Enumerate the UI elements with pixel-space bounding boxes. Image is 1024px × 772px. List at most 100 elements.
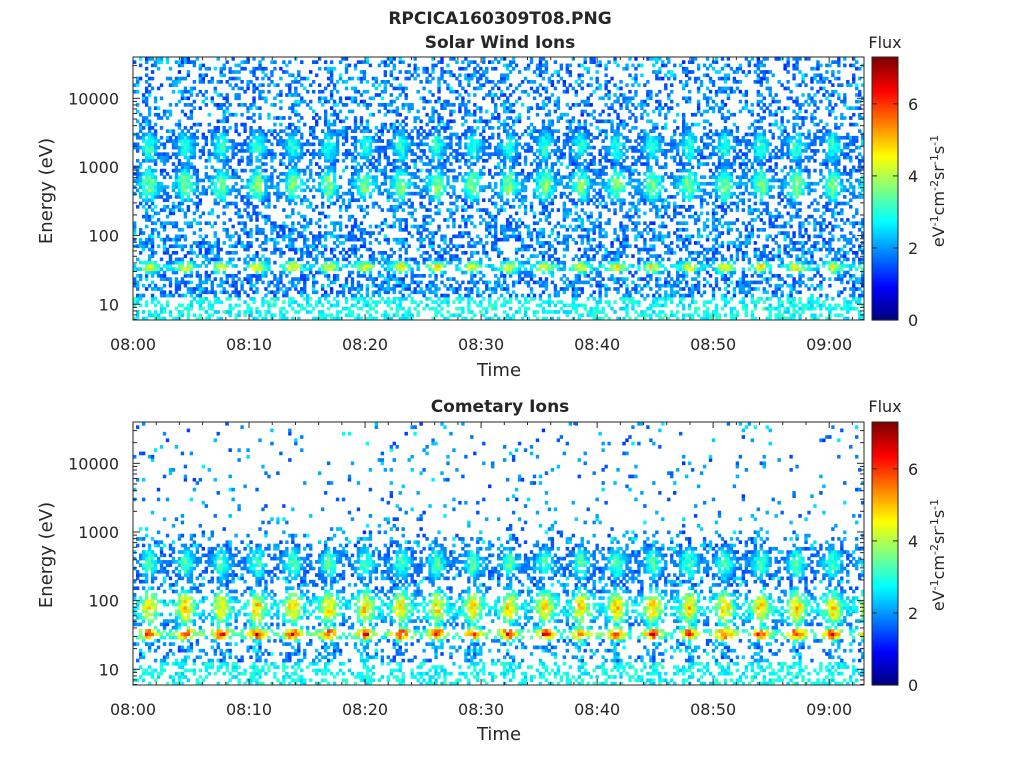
heatmap-cell [523,129,528,134]
heatmap-cell [497,237,501,242]
heatmap-cell [479,76,483,81]
heatmap-cell [461,198,465,203]
heatmap-cell [431,93,435,97]
heatmap-cell [476,208,480,212]
heatmap-cell [359,204,364,209]
heatmap-cell [270,296,274,301]
heatmap-cell [309,129,313,134]
heatmap-cell [341,191,346,196]
heatmap-cell [306,198,310,203]
heatmap-cell [219,119,223,124]
heatmap-cell [514,162,519,166]
heatmap-cell [419,155,423,160]
heatmap-cell [144,158,149,163]
heatmap-cell [189,126,194,130]
heatmap-cell [511,178,516,183]
heatmap-cell [386,264,390,268]
heatmap-cell [347,273,352,278]
heatmap-cell [455,296,459,301]
heatmap-cell [329,280,334,285]
heatmap-cell [171,237,176,242]
heatmap-cell [508,267,513,272]
heatmap-cell [461,306,465,311]
heatmap-cell [315,204,319,209]
heatmap-cell [180,260,185,265]
heatmap-cell [353,260,358,265]
heatmap-cell [207,211,211,216]
heatmap-cell [198,306,203,311]
heatmap-cell [511,218,516,222]
heatmap-cell [294,126,298,130]
heatmap-cell [240,241,244,245]
heatmap-cell [485,316,489,321]
heatmap-cell [261,201,265,206]
heatmap-cell [398,227,402,232]
heatmap-cell [353,168,358,173]
heatmap-cell [344,80,349,84]
heatmap-cell [237,290,241,295]
heatmap-cell [147,93,152,97]
heatmap-cell [410,139,414,143]
heatmap-cell [186,313,191,318]
heatmap-cell [434,293,438,298]
heatmap-cell [392,162,396,166]
heatmap-cell [514,247,519,252]
heatmap-cell [452,218,456,222]
heatmap-cell [470,250,474,255]
heatmap-cell [156,300,161,304]
heatmap-cell [133,280,137,285]
heatmap-cell [529,237,534,242]
heatmap-cell [362,135,367,140]
heatmap-cell [312,142,316,147]
heatmap-cell [461,132,465,137]
heatmap-cell [273,191,277,196]
heatmap-cell [312,277,316,281]
heatmap-cell [300,290,304,295]
heatmap-cell [168,277,173,281]
heatmap-cell [153,152,158,157]
heatmap-cell [362,241,367,245]
heatmap-cell [159,237,164,242]
heatmap-cell [147,129,152,134]
heatmap-cell [449,195,453,199]
heatmap-cell [338,175,343,180]
heatmap-cell [404,145,408,150]
heatmap-cell [291,198,295,203]
heatmap-cell [473,313,477,318]
heatmap-cell [276,116,280,120]
heatmap-cell [461,316,465,321]
heatmap-cell [222,73,226,78]
heatmap-cell [231,142,235,147]
heatmap-cell [407,287,411,291]
heatmap-cell [267,257,271,262]
heatmap-cell [153,185,158,189]
heatmap-cell [529,86,534,91]
heatmap-cell [195,273,200,278]
heatmap-cell [404,162,408,166]
heatmap-cell [177,244,182,249]
heatmap-cell [422,224,426,229]
heatmap-cell [225,80,229,84]
heatmap-cell [344,204,349,209]
heatmap-cell [383,112,388,117]
heatmap-cell [198,247,203,252]
heatmap-cell [488,287,492,291]
heatmap-cell [141,172,146,176]
heatmap-cell [419,142,423,147]
heatmap-cell [365,139,370,143]
heatmap-cell [147,112,152,117]
heatmap-cell [491,306,495,311]
heatmap-cell [344,70,349,74]
heatmap-cell [285,234,289,239]
heatmap-cell [488,300,492,304]
heatmap-cell [204,73,208,78]
heatmap-cell [276,247,280,252]
heatmap-cell [201,185,205,189]
heatmap-cell [261,129,265,134]
heatmap-cell [520,221,525,226]
heatmap-cell [285,214,289,219]
heatmap-cell [541,208,546,212]
heatmap-cell [544,162,549,166]
heatmap-cell [473,188,477,193]
heatmap-cell [458,152,462,157]
